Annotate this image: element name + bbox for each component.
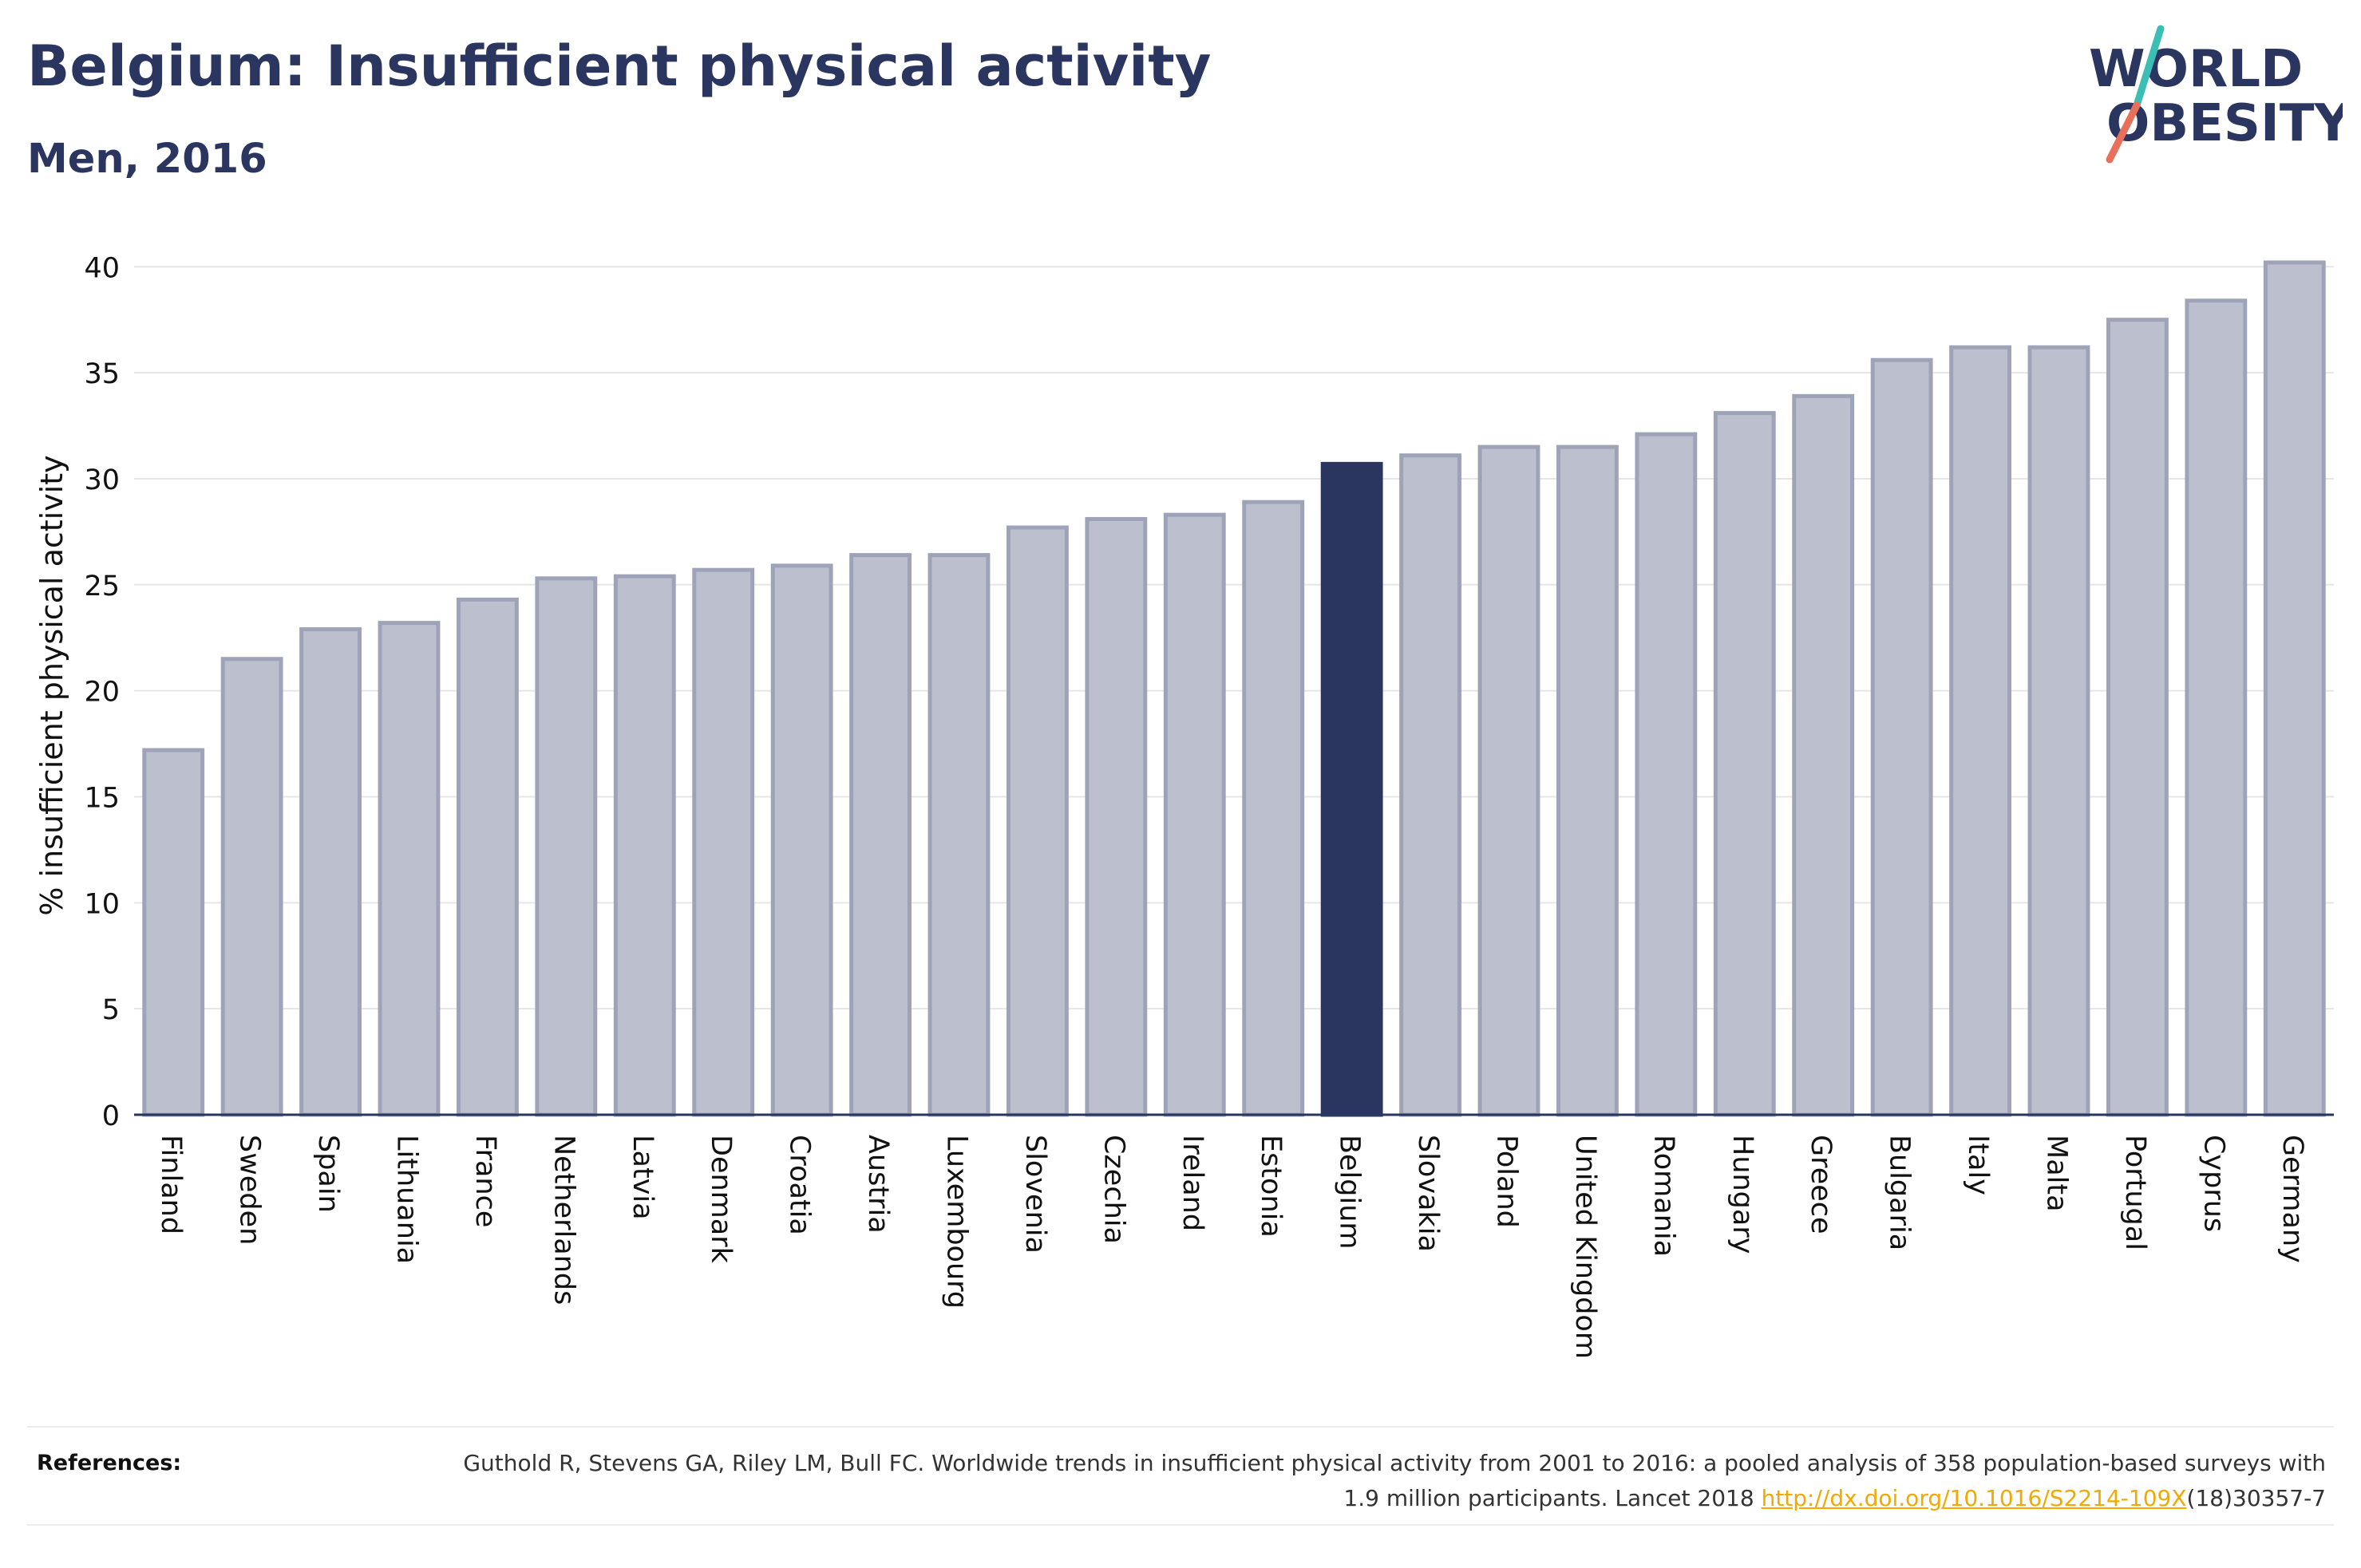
y-tick-label: 30 [84, 464, 120, 496]
x-tick-label: Latvia [627, 1135, 658, 1220]
references-bottom-divider [27, 1524, 2334, 1526]
bar-greece [1792, 393, 1855, 1117]
y-tick-label: 5 [102, 994, 120, 1026]
world-obesity-logo: WORLD OBESITY [2089, 25, 2343, 164]
y-tick-label: 35 [84, 358, 120, 390]
x-tick-label: Slovenia [1019, 1135, 1051, 1254]
x-tick-label: Finland [155, 1135, 187, 1234]
bar-lithuania [378, 621, 441, 1117]
bar-belgium [1320, 461, 1383, 1117]
x-tick-label: Bulgaria [1884, 1135, 1916, 1250]
bar-germany [2263, 260, 2326, 1117]
bar-slovakia [1399, 453, 1461, 1117]
bar-estonia [1242, 500, 1305, 1117]
chart-title: Belgium: Insufficient physical activity [27, 34, 1212, 99]
y-tick-label: 25 [84, 571, 120, 602]
bar-sweden [220, 657, 283, 1117]
bar-spain [299, 627, 362, 1117]
y-tick-label: 0 [102, 1100, 120, 1132]
x-tick-label: France [469, 1135, 501, 1227]
x-tick-label: Estonia [1255, 1135, 1287, 1238]
x-tick-label: Hungary [1726, 1135, 1758, 1254]
bar-cyprus [2185, 298, 2248, 1117]
x-tick-label: Croatia [784, 1135, 816, 1235]
x-tick-label: Netherlands [548, 1135, 579, 1305]
bar-italy [1949, 345, 2011, 1117]
tick-labels: 0 5 10 15 20 25 30 35 40 Finland Sweden Spain Lithua… [84, 252, 2308, 1359]
bar-bulgaria [1870, 357, 1933, 1117]
logo-text-world: WORLD [2089, 40, 2303, 99]
x-tick-label: Spain [312, 1135, 344, 1213]
x-tick-label: Lithuania [391, 1135, 423, 1264]
bar-chart: 0 5 10 15 20 25 30 35 40 Finland Sweden Spain Lithua… [34, 252, 2334, 1359]
bar-latvia [613, 574, 676, 1117]
references-top-divider [27, 1426, 2334, 1428]
bar-finland [142, 748, 205, 1117]
bars [142, 260, 2326, 1117]
x-tick-label: Italy [1962, 1135, 1994, 1195]
x-tick-label: Cyprus [2197, 1135, 2229, 1232]
bar-france [457, 597, 519, 1117]
x-tick-label: United Kingdom [1569, 1135, 1601, 1359]
bar-poland [1477, 444, 1540, 1117]
bar-netherlands [535, 576, 598, 1117]
bar-denmark [692, 567, 755, 1117]
logo-slash-teal [2133, 25, 2165, 109]
x-tick-label: Romania [1647, 1135, 1679, 1257]
reference-doi-link[interactable]: http://dx.doi.org/10.1016/S2214-109X [1761, 1485, 2187, 1511]
x-tick-label: Germany [2276, 1135, 2308, 1263]
bar-czechia [1085, 516, 1148, 1117]
x-tick-label: Ireland [1177, 1135, 1208, 1231]
x-tick-label: Portugal [2119, 1135, 2151, 1250]
chart-subtitle: Men, 2016 [27, 136, 267, 183]
references-text: Guthold R, Stevens GA, Riley LM, Bull FC… [450, 1446, 2326, 1516]
bar-croatia [770, 563, 833, 1117]
x-tick-label: Greece [1805, 1135, 1837, 1234]
bar-austria [849, 553, 912, 1117]
y-tick-label: 10 [84, 888, 120, 920]
x-tick-label: Slovakia [1412, 1135, 1444, 1252]
bar-romania [1635, 432, 1698, 1117]
bar-ireland [1163, 512, 1226, 1117]
x-tick-label: Denmark [705, 1135, 737, 1264]
y-tick-label: 20 [84, 677, 120, 709]
x-tick-label: Belgium [1334, 1135, 1366, 1250]
bar-united-kingdom [1556, 444, 1619, 1117]
x-tick-label: Austria [862, 1135, 894, 1234]
reference-citation-suffix: (18)30357-7 [2186, 1485, 2326, 1511]
y-axis-label: % insufficient physical activity [34, 455, 69, 915]
x-tick-label: Malta [2041, 1135, 2073, 1212]
logo-text-obesity: OBESITY [2106, 94, 2343, 153]
references-label: References: [37, 1451, 182, 1475]
logo-slash-coral [2106, 101, 2141, 164]
bar-luxembourg [927, 553, 991, 1117]
x-tick-label: Poland [1491, 1135, 1523, 1228]
bar-malta [2027, 345, 2090, 1117]
y-tick-label: 15 [84, 782, 120, 814]
bar-hungary [1713, 411, 1776, 1117]
bar-slovenia [1006, 525, 1069, 1117]
x-tick-label: Sweden [234, 1135, 266, 1245]
bar-portugal [2106, 318, 2169, 1117]
x-tick-label: Luxembourg [941, 1135, 973, 1309]
x-tick-label: Czechia [1097, 1135, 1129, 1244]
y-tick-label: 40 [84, 252, 120, 284]
reference-citation: Guthold R, Stevens GA, Riley LM, Bull FC… [463, 1450, 2326, 1511]
